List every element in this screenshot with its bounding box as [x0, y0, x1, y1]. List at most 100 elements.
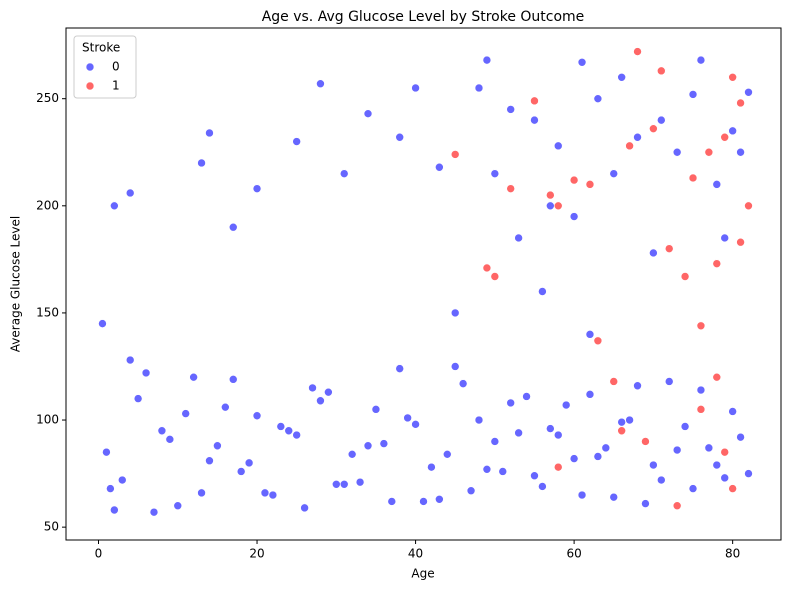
point [427, 462, 436, 472]
point [657, 475, 666, 485]
point [205, 128, 214, 138]
point [680, 422, 690, 431]
point [435, 494, 444, 504]
point [672, 501, 682, 511]
point [173, 501, 183, 511]
point [450, 362, 460, 371]
point [411, 83, 420, 93]
point [720, 132, 730, 142]
point [442, 450, 452, 459]
x-axis-label: Age [411, 567, 434, 581]
y-tick-label: 100 [36, 413, 59, 427]
point [657, 66, 666, 76]
point [482, 55, 492, 65]
point [133, 394, 143, 403]
point [181, 409, 190, 418]
point [688, 90, 698, 99]
point [450, 150, 460, 159]
point [189, 372, 198, 382]
point [292, 430, 301, 440]
point [106, 484, 115, 493]
point [736, 432, 745, 442]
point [569, 212, 579, 221]
point [664, 377, 674, 386]
point [355, 477, 365, 487]
point [657, 115, 666, 125]
point [609, 169, 619, 178]
point [577, 490, 587, 500]
point [744, 469, 753, 478]
point [633, 132, 642, 142]
point [736, 237, 745, 247]
point [221, 402, 230, 412]
point [197, 158, 206, 168]
point [617, 417, 626, 427]
point [585, 390, 595, 399]
point [165, 435, 175, 444]
point [102, 447, 111, 457]
point [213, 441, 222, 451]
point [228, 375, 238, 384]
plot-frame [65, 27, 782, 541]
point [744, 87, 753, 97]
legend-marker [85, 62, 95, 72]
point [316, 396, 325, 406]
point [244, 458, 254, 468]
y-tick-label: 250 [36, 91, 59, 105]
point [149, 507, 159, 517]
point [585, 180, 595, 189]
point [696, 405, 706, 414]
point [664, 244, 674, 253]
point [490, 272, 500, 281]
point [228, 222, 238, 232]
point [688, 173, 698, 183]
point [474, 83, 484, 93]
point [347, 450, 357, 459]
point [332, 480, 341, 489]
x-tick-label: 80 [725, 547, 740, 561]
point [157, 426, 167, 436]
point [704, 443, 714, 453]
point [553, 462, 563, 472]
x-tick-label: 0 [95, 547, 103, 561]
point [633, 47, 642, 56]
legend-marker [85, 81, 95, 91]
point [688, 484, 698, 493]
x-tick-label: 40 [408, 547, 423, 561]
point [649, 248, 658, 258]
point [744, 201, 753, 211]
point [585, 330, 595, 339]
point [110, 201, 119, 211]
point [561, 400, 571, 410]
legend-label: 1 [112, 79, 120, 93]
point [117, 475, 127, 485]
point [363, 109, 373, 118]
point [466, 486, 476, 496]
point [538, 287, 547, 296]
point [728, 126, 737, 136]
point [736, 98, 745, 108]
point [395, 364, 405, 373]
point [363, 441, 373, 451]
point [371, 405, 381, 414]
point [625, 415, 634, 425]
point [498, 467, 508, 476]
point [720, 473, 730, 483]
point [260, 488, 270, 498]
point [609, 377, 619, 386]
point [712, 180, 722, 189]
point [435, 162, 444, 172]
point [530, 115, 539, 125]
point [522, 392, 531, 401]
point [482, 465, 492, 474]
point [696, 321, 706, 331]
point [728, 484, 737, 493]
point [672, 445, 682, 455]
y-axis-label: Average Glucose Level [9, 216, 23, 352]
point [569, 175, 579, 185]
point [474, 415, 484, 425]
point [546, 190, 555, 200]
point [601, 443, 611, 453]
point [125, 355, 135, 365]
point [419, 497, 428, 506]
